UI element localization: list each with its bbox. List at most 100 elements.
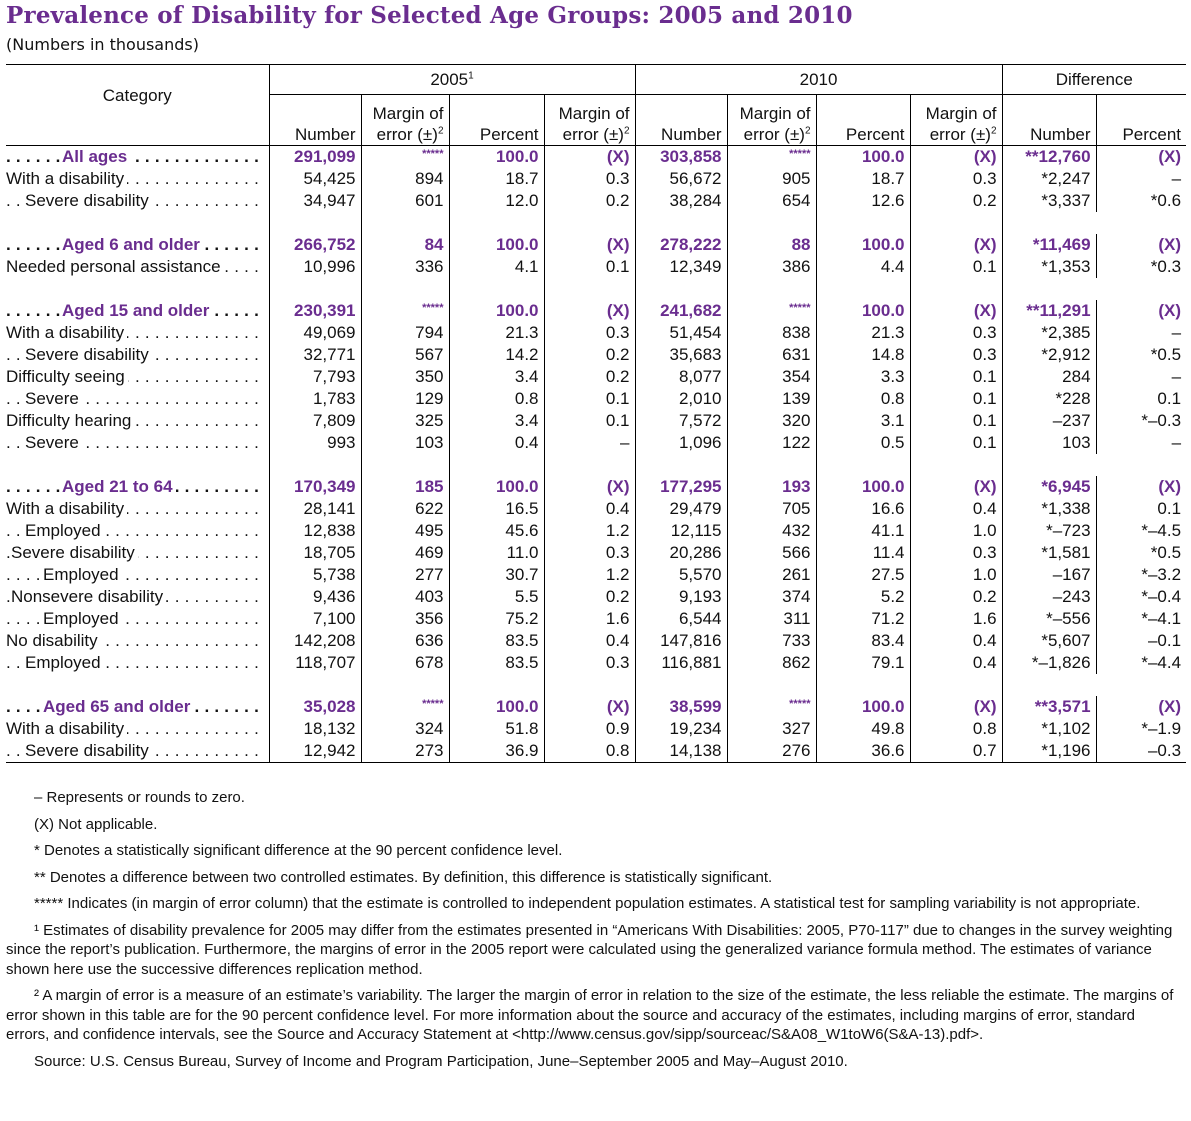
cell-col-4: (X) xyxy=(544,696,636,718)
cell-col-5: 177,295 xyxy=(635,476,728,498)
column-header-8: Margin of error (±)2 xyxy=(910,94,1003,146)
cell-col-10: *–4.5 xyxy=(1141,521,1182,540)
cell-col-4: 0.4 xyxy=(544,498,636,520)
cell-col-4: (X) xyxy=(544,145,636,168)
cell-col-3: 3.4 xyxy=(449,366,545,388)
row-label: .......................................W… xyxy=(6,498,270,520)
row-label: .......................................N… xyxy=(6,586,270,608)
footnote: (X) Not applicable. xyxy=(34,815,158,833)
column-header-6: Margin of error (±)2 xyxy=(727,94,817,146)
group-header-2010: 2010 xyxy=(635,64,1003,95)
cell-col-10: (X) xyxy=(1158,477,1182,496)
cell-col-9: *1,581 xyxy=(1002,542,1097,564)
cell-col-7: 100.0 xyxy=(816,300,911,322)
cell-col-10: *–3.2 xyxy=(1141,565,1182,584)
cell-col-10: *–4.4 xyxy=(1141,653,1182,672)
cell-col-7: 0.8 xyxy=(816,388,911,410)
cell-col-10: – xyxy=(1171,367,1182,386)
table-row: .......................................S… xyxy=(6,740,1187,763)
cell-col-3: 83.5 xyxy=(449,630,545,652)
cell-col-2: 678 xyxy=(361,652,450,674)
cell-col-9: *–556 xyxy=(1002,608,1097,630)
cell-col-1: 993 xyxy=(269,432,362,454)
cell-col-1: 5,738 xyxy=(269,564,362,586)
cell-col-4: 0.4 xyxy=(544,630,636,652)
cell-col-9: *2,247 xyxy=(1002,168,1097,190)
cell-col-8: 0.3 xyxy=(910,344,1003,366)
cell-col-8: (X) xyxy=(910,300,1003,322)
cell-col-9: –237 xyxy=(1002,410,1097,432)
cell-col-10: 0.1 xyxy=(1157,499,1182,518)
cell-col-1: 12,942 xyxy=(269,740,362,763)
cell-col-9: 284 xyxy=(1002,366,1097,388)
row-label: .......................................S… xyxy=(6,432,270,454)
row-label: .......................................A… xyxy=(6,696,270,718)
row-label: .......................................A… xyxy=(6,145,270,168)
cell-col-10: *0.3 xyxy=(1150,257,1182,276)
cell-col-6: 139 xyxy=(727,388,817,410)
cell-col-6: 654 xyxy=(727,190,817,212)
cell-col-1: 266,752 xyxy=(269,234,362,256)
cell-col-3: 0.8 xyxy=(449,388,545,410)
category-header: Category xyxy=(6,64,270,146)
cell-col-5: 19,234 xyxy=(635,718,728,740)
cell-col-4: 0.2 xyxy=(544,586,636,608)
cell-col-7: 36.6 xyxy=(816,740,911,763)
cell-col-3: 14.2 xyxy=(449,344,545,366)
cell-col-5: 2,010 xyxy=(635,388,728,410)
cell-col-2: ***** xyxy=(361,300,450,322)
cell-col-2: 84 xyxy=(361,234,450,256)
cell-col-2: 567 xyxy=(361,344,450,366)
cell-col-5: 303,858 xyxy=(635,145,728,168)
cell-col-4: 0.2 xyxy=(544,366,636,388)
cell-col-2: 350 xyxy=(361,366,450,388)
cell-col-7: 3.1 xyxy=(816,410,911,432)
cell-col-9: 103 xyxy=(1002,432,1097,454)
cell-col-2: 495 xyxy=(361,520,450,542)
cell-col-2: ***** xyxy=(361,145,450,168)
cell-col-3: 0.4 xyxy=(449,432,545,454)
cell-col-8: 0.1 xyxy=(910,388,1003,410)
cell-col-5: 6,544 xyxy=(635,608,728,630)
cell-col-6: 193 xyxy=(727,476,817,498)
cell-col-5: 278,222 xyxy=(635,234,728,256)
cell-col-10: *0.6 xyxy=(1150,191,1182,210)
cell-col-1: 170,349 xyxy=(269,476,362,498)
column-header-10: Percent xyxy=(1096,94,1187,146)
cell-col-10: (X) xyxy=(1158,301,1182,320)
cell-col-6: 631 xyxy=(727,344,817,366)
cell-col-1: 18,705 xyxy=(269,542,362,564)
cell-col-10: –0.3 xyxy=(1096,740,1187,763)
cell-col-9: *6,945 xyxy=(1002,476,1097,498)
cell-col-10: (X) xyxy=(1158,235,1182,254)
cell-col-9: **12,760 xyxy=(1002,145,1097,168)
cell-col-8: 0.4 xyxy=(910,498,1003,520)
cell-col-8: 0.2 xyxy=(910,586,1003,608)
cell-col-2: 325 xyxy=(361,410,450,432)
cell-col-2: 336 xyxy=(361,256,450,278)
cell-col-9: *3,337 xyxy=(1002,190,1097,212)
cell-col-7: 100.0 xyxy=(816,476,911,498)
cell-col-8: 1.0 xyxy=(910,564,1003,586)
row-label: .......................................S… xyxy=(6,542,270,564)
page-subtitle: (Numbers in thousands) xyxy=(6,35,199,54)
row-label: .......................................A… xyxy=(6,234,270,256)
cell-col-1: 12,838 xyxy=(269,520,362,542)
cell-col-6: 311 xyxy=(727,608,817,630)
cell-col-8: 0.3 xyxy=(910,322,1003,344)
footnote: – Represents or rounds to zero. xyxy=(34,789,245,806)
cell-col-3: 3.4 xyxy=(449,410,545,432)
table-row: .......................................S… xyxy=(6,542,1186,564)
table-row: .......................................D… xyxy=(6,366,1186,388)
cell-col-9: *1,102 xyxy=(1002,718,1097,740)
cell-col-1: 34,947 xyxy=(269,190,362,212)
cell-col-8: 0.8 xyxy=(910,718,1003,740)
cell-col-9: *2,385 xyxy=(1002,322,1097,344)
cell-col-3: 100.0 xyxy=(449,234,545,256)
cell-col-9: *2,912 xyxy=(1002,344,1097,366)
cell-col-8: 0.2 xyxy=(910,190,1003,212)
cell-col-7: 21.3 xyxy=(816,322,911,344)
cell-col-9: **11,291 xyxy=(1002,300,1097,322)
table-row: .......................................S… xyxy=(6,432,1186,454)
row-label: .......................................N… xyxy=(6,630,270,652)
